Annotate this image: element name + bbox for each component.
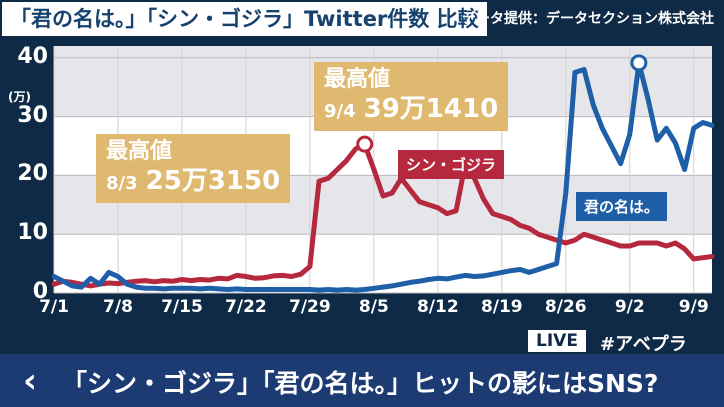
peak-marker (630, 54, 648, 72)
series-label-shin-godzilla: シン・ゴジラ (398, 150, 505, 179)
chevron-left-icon[interactable]: ‹ (22, 361, 37, 401)
x-tick-label: 7/29 (289, 297, 331, 317)
series-label-kimi-no-na-wa: 君の名は。 (576, 192, 668, 221)
title-bar: 「君の名は。」「シン・ゴジラ」Twitter件数 比較 データ提供：データセクシ… (0, 0, 724, 40)
peak-callout-shin-godzilla: 最高値 8/3 25万3150 (96, 134, 291, 203)
callout-label: 最高値 (106, 139, 173, 164)
callout-date: 8/3 (106, 173, 138, 194)
x-tick-label: 7/1 (39, 297, 69, 317)
grid-band (54, 46, 712, 58)
y-tick-label: 40 (17, 43, 48, 69)
callout-value: 25万3150 (145, 166, 281, 196)
x-tick-label: 9/9 (678, 297, 709, 317)
x-tick-label: 8/12 (416, 297, 459, 317)
grid-band (54, 234, 712, 293)
y-tick-label: 20 (17, 161, 48, 187)
hashtag-label: #アベプラ (600, 334, 687, 355)
x-tick-label: 8/26 (544, 297, 587, 317)
x-tick-label: 8/5 (358, 297, 389, 317)
x-tick-label: 9/2 (614, 297, 645, 317)
news-caption: 「シン・ゴジラ」「君の名は。」ヒットの影にはSNS? (62, 369, 659, 398)
x-tick-label: 7/15 (161, 297, 203, 317)
callout-date: 9/4 (324, 101, 356, 122)
y-axis-unit: (万) (8, 90, 31, 104)
x-tick-label: 7/8 (103, 297, 133, 317)
data-source: データ提供：データセクション株式会社 (462, 11, 714, 27)
live-badge: LIVE (528, 330, 586, 352)
callout-label: 最高値 (324, 67, 391, 92)
y-tick-label: 30 (17, 102, 48, 128)
callout-value: 39万1410 (363, 94, 499, 124)
y-tick-label: 10 (17, 220, 48, 246)
peak-marker (356, 135, 374, 153)
x-tick-label: 7/22 (225, 297, 267, 317)
peak-callout-kimi-no-na-wa: 最高値 9/4 39万1410 (314, 62, 509, 131)
series-line-shin-godzilla (51, 141, 715, 289)
caption-bar (0, 354, 724, 407)
chart-title: 「君の名は。」「シン・ゴジラ」Twitter件数 比較 (2, 2, 487, 36)
series-line-kimi-no-na-wa (51, 60, 715, 293)
x-tick-label: 8/19 (480, 297, 523, 317)
y-tick-label: 0 (32, 279, 48, 304)
